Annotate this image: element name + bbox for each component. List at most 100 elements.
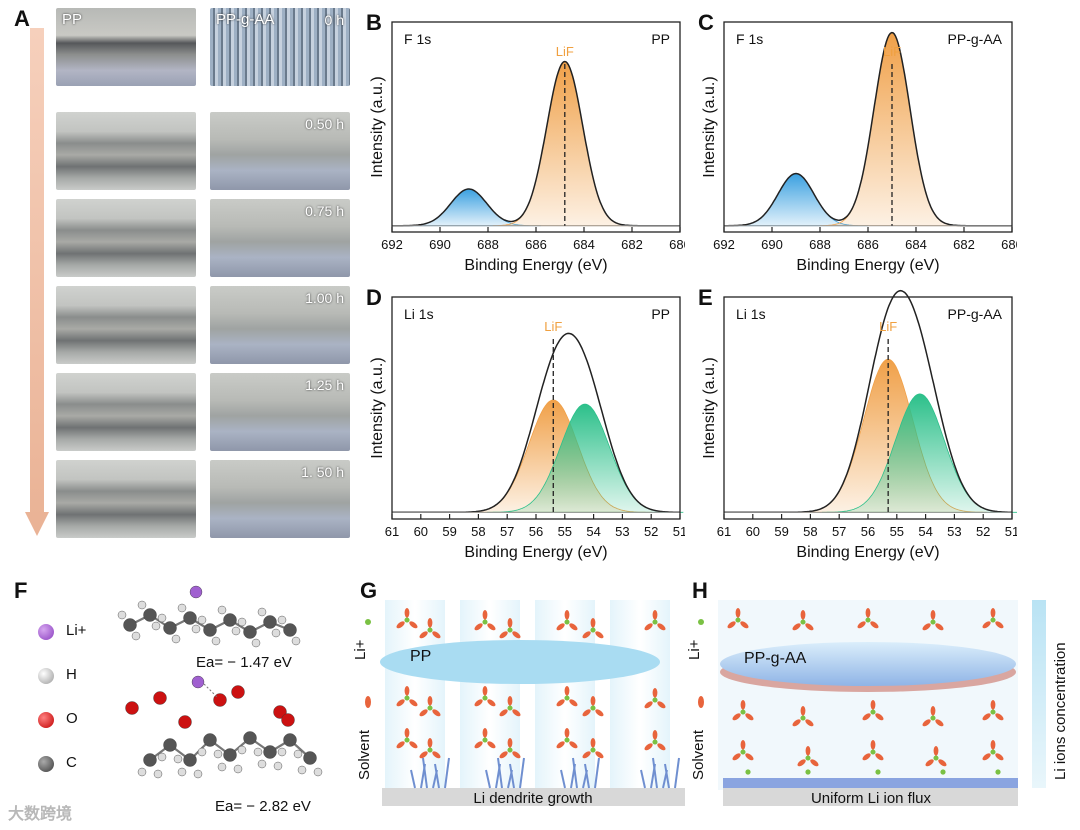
- lif-label: LiF: [879, 319, 897, 334]
- h-atom-icon: [38, 668, 54, 684]
- h-solvent-label: Solvent: [690, 729, 707, 780]
- li-ion: [875, 769, 881, 775]
- chart-b: LiF 692 690 688 686 684 682 680 Binding Energy (…: [366, 10, 685, 274]
- h-atom: [173, 754, 183, 764]
- h-atom: [277, 615, 287, 625]
- dendrite: [560, 769, 566, 789]
- c-atom: [303, 751, 317, 765]
- ion-column: [535, 600, 595, 790]
- solvent-molecule: [644, 610, 666, 631]
- o-atom: [231, 685, 245, 699]
- c-atom: [163, 738, 177, 752]
- x-tick-label: 57: [500, 524, 514, 539]
- photo-ppgaa-3: 1.00 h: [210, 286, 350, 364]
- c-atom: [203, 733, 217, 747]
- solvent-molecule: [925, 746, 947, 767]
- li-metal-substrate: [382, 788, 685, 806]
- h-atom: [197, 615, 207, 625]
- time-label-5: 1. 50 h: [301, 464, 344, 480]
- chart-d: LiF 61 60 59 58 57 56 55 54 53 52 51 Binding Energy …: [366, 285, 685, 561]
- h-atom: [313, 767, 323, 777]
- x-axis-label: Binding Energy (eV): [796, 257, 939, 274]
- solvent-molecule: [732, 740, 754, 761]
- h-atom: [217, 762, 227, 772]
- h-atom: [253, 747, 263, 757]
- dendrite: [640, 769, 646, 789]
- x-tick-label: 686: [857, 237, 879, 252]
- solvent-molecule: [922, 610, 944, 631]
- watermark: 大数跨境: [8, 806, 73, 823]
- x-tick-label: 60: [414, 524, 428, 539]
- o-atom: [213, 693, 227, 707]
- c-atom: [223, 613, 237, 627]
- photo-pp-3: [56, 286, 196, 364]
- x-axis-label: Binding Energy (eV): [796, 544, 939, 561]
- solvent-molecule: [797, 746, 819, 767]
- h-atom: [131, 631, 141, 641]
- photo-pp-1: [56, 112, 196, 190]
- dendrite: [434, 763, 440, 789]
- spectrum-title: Li 1s: [736, 306, 766, 322]
- legend-c: C: [66, 754, 77, 771]
- solvent-molecule: [644, 730, 666, 751]
- x-tick-label: 684: [905, 237, 927, 252]
- legend-o: O: [66, 710, 78, 727]
- h-atom: [171, 634, 181, 644]
- solvent-molecule: [396, 608, 418, 629]
- c-atom: [163, 621, 177, 635]
- panel-label: C: [698, 10, 714, 35]
- solvent-molecule: [582, 738, 604, 759]
- panel-a-label: A: [14, 6, 30, 31]
- x-tick-label: 59: [774, 524, 788, 539]
- photo-ppgaa-0: 0 h PP-g-AA: [210, 8, 350, 86]
- g-li-label: Li+: [352, 639, 369, 660]
- sample-label: PP-g-AA: [948, 306, 1003, 322]
- o-atom: [178, 715, 192, 729]
- x-tick-label: 52: [644, 524, 658, 539]
- x-axis-label: Binding Energy (eV): [464, 544, 607, 561]
- o-atom: [125, 701, 139, 715]
- h-atom: [157, 752, 167, 762]
- ion-column: [385, 600, 445, 790]
- panel-label: B: [366, 10, 382, 35]
- x-tick-label: 61: [385, 524, 399, 539]
- solvent-molecule: [862, 740, 884, 761]
- c-atom: [223, 748, 237, 762]
- dendrite: [652, 757, 658, 789]
- solvent-molecule: [727, 608, 749, 629]
- x-tick-label: 56: [861, 524, 875, 539]
- h-atom: [277, 747, 287, 757]
- h-atom: [233, 764, 243, 774]
- c-atom: [283, 733, 297, 747]
- x-tick-label: 56: [529, 524, 543, 539]
- x-tick-label: 55: [890, 524, 904, 539]
- solvent-molecule: [499, 618, 521, 639]
- dendrite: [422, 757, 428, 789]
- x-tick-label: 682: [953, 237, 975, 252]
- photo-ppgaa-5: 1. 50 h: [210, 460, 350, 538]
- solvent-molecule: [644, 688, 666, 709]
- h-atom: [117, 610, 127, 620]
- solvent-molecule: [556, 686, 578, 707]
- c-atom: [183, 753, 197, 767]
- column-header-ppgaa: PP-g-AA: [216, 11, 275, 28]
- chart-e: LiF 61 60 59 58 57 56 55 54 53 52 51 Binding Energy …: [698, 285, 1017, 561]
- x-tick-label: 60: [746, 524, 760, 539]
- solvent-molecule: [982, 700, 1004, 721]
- h-atom: [231, 626, 241, 636]
- lif-label: LiF: [544, 319, 562, 334]
- solvent-molecule: [419, 696, 441, 717]
- x-tick-label: 686: [525, 237, 547, 252]
- solvent-legend-ellipse: [365, 696, 371, 708]
- solvent-molecule: [474, 686, 496, 707]
- o-atom: [281, 713, 295, 727]
- dendrite: [444, 757, 450, 789]
- time-arrow-head: [25, 512, 49, 536]
- h-atom: [293, 749, 303, 759]
- concentration-bar: [1032, 600, 1046, 788]
- li-ion-legend-dot: [698, 619, 704, 625]
- h-atom: [177, 767, 187, 777]
- x-tick-label: 680: [1001, 237, 1017, 252]
- c-atom: [243, 731, 257, 745]
- chart-c: LiF 692 690 688 686 684 682 680 Binding Energy (…: [698, 10, 1017, 274]
